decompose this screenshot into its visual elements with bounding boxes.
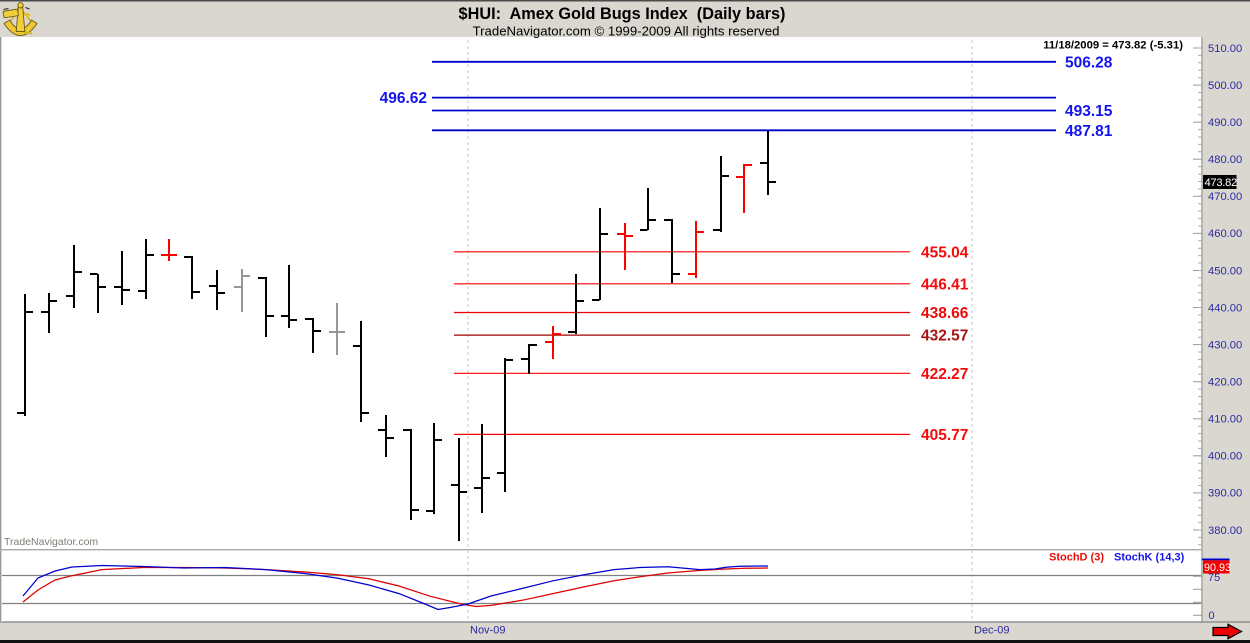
svg-text:410.00: 410.00 <box>1208 414 1242 426</box>
svg-text:446.41: 446.41 <box>921 276 969 293</box>
svg-text:11/18/2009 = 473.82 (-5.31): 11/18/2009 = 473.82 (-5.31) <box>1043 40 1183 52</box>
svg-text:440.00: 440.00 <box>1208 302 1242 314</box>
svg-text:TradeNavigator.com © 1999-2009: TradeNavigator.com © 1999-2009 All right… <box>473 24 780 39</box>
svg-text:90.93: 90.93 <box>1204 562 1231 574</box>
svg-text:75: 75 <box>1208 572 1220 584</box>
svg-text:0: 0 <box>1209 610 1215 622</box>
svg-text:Nov-09: Nov-09 <box>470 625 505 637</box>
svg-text:380.00: 380.00 <box>1208 525 1242 537</box>
svg-text:500.00: 500.00 <box>1208 80 1242 92</box>
svg-text:StochD (3): StochD (3) <box>1049 552 1104 564</box>
svg-text:450.00: 450.00 <box>1208 265 1242 277</box>
svg-text:473.82: 473.82 <box>1205 177 1237 189</box>
svg-text:480.00: 480.00 <box>1208 154 1242 166</box>
svg-text:430.00: 430.00 <box>1208 339 1242 351</box>
svg-text:438.66: 438.66 <box>921 305 969 322</box>
svg-text:422.27: 422.27 <box>921 366 968 383</box>
svg-text:400.00: 400.00 <box>1208 451 1242 463</box>
svg-text:390.00: 390.00 <box>1208 488 1242 500</box>
svg-text:496.62: 496.62 <box>380 90 427 107</box>
svg-text:432.57: 432.57 <box>921 328 968 345</box>
svg-text:TradeNavigator.com: TradeNavigator.com <box>4 536 98 548</box>
svg-text:StochK (14,3): StochK (14,3) <box>1114 552 1185 564</box>
svg-text:420.00: 420.00 <box>1208 377 1242 389</box>
svg-text:510.00: 510.00 <box>1208 43 1242 55</box>
svg-text:490.00: 490.00 <box>1208 117 1242 129</box>
svg-text:470.00: 470.00 <box>1208 191 1242 203</box>
svg-text:506.28: 506.28 <box>1065 54 1113 71</box>
svg-text:$HUI: Amex Gold Bugs Index (: $HUI: Amex Gold Bugs Index (Daily bars) <box>459 5 786 23</box>
svg-text:460.00: 460.00 <box>1208 228 1242 240</box>
svg-text:487.81: 487.81 <box>1065 123 1113 140</box>
svg-text:Dec-09: Dec-09 <box>974 625 1009 637</box>
svg-text:455.04: 455.04 <box>921 244 969 261</box>
svg-text:493.15: 493.15 <box>1065 103 1113 120</box>
svg-text:405.77: 405.77 <box>921 427 968 444</box>
